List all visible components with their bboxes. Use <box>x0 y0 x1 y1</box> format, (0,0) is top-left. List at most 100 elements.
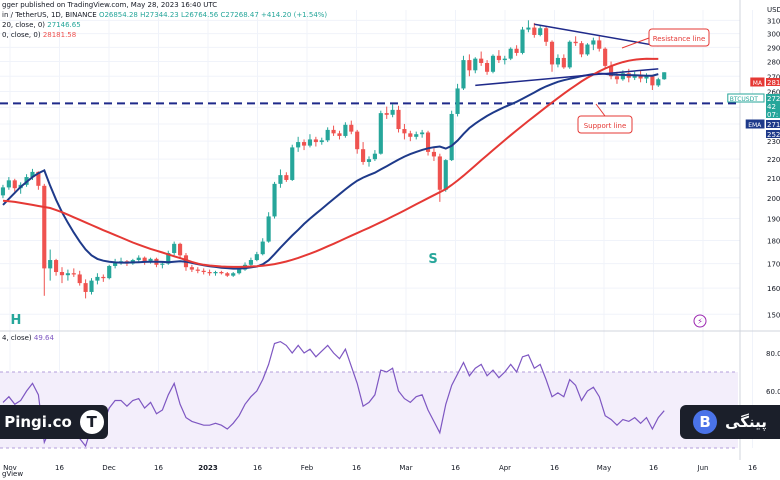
candle-body <box>638 74 643 79</box>
x-tick-label: 16 <box>352 464 361 472</box>
rsi-tick-label: 80.0 <box>766 350 780 358</box>
support-trendline <box>475 68 659 87</box>
price-label-tag: MA <box>753 80 763 87</box>
alert-lightning-icon <box>693 314 707 328</box>
candle-body <box>485 62 490 72</box>
candle-body <box>361 149 366 162</box>
candle-body <box>36 171 41 186</box>
candle-body <box>343 124 348 136</box>
candle-body <box>201 270 206 273</box>
candle-body <box>59 272 65 276</box>
y-tick-label: 180 <box>767 237 780 245</box>
x-tick-label: 16 <box>55 464 64 472</box>
candle-body <box>502 58 507 61</box>
candle-body <box>30 171 35 178</box>
candle-body <box>225 273 230 276</box>
candle-body <box>219 272 224 274</box>
ma-legend-value: 28181.58 <box>42 31 77 39</box>
candle-body <box>532 27 537 35</box>
candle-body <box>337 133 342 136</box>
head-label-h: H <box>11 313 22 328</box>
x-tick-label: Nov <box>3 464 17 472</box>
candle-body <box>254 254 259 261</box>
candle-body <box>414 134 419 137</box>
candle-body <box>555 57 560 65</box>
y-tick-label: 160 <box>767 285 780 293</box>
rsi-tick-label: 60.0 <box>766 388 780 396</box>
x-tick-label: 16 <box>649 464 658 472</box>
candle-body <box>178 243 183 256</box>
y-tick-label: 290 <box>767 44 780 52</box>
candle-body <box>148 258 153 262</box>
y-tick-label: 230 <box>767 138 780 146</box>
candle-body <box>656 79 661 86</box>
ma-legend-label: 0, close, 0) <box>2 31 41 39</box>
price-label-value: 281 <box>767 79 780 87</box>
candle-body <box>71 273 76 275</box>
price-label-value: 07: <box>767 111 778 119</box>
y-axis-unit: USDT <box>767 6 780 14</box>
footer-text: gView <box>2 470 24 478</box>
candle-body <box>591 40 596 45</box>
x-tick-label: Jun <box>697 464 709 472</box>
candle-body <box>160 263 165 265</box>
candle-body <box>449 113 454 161</box>
price-label-value: 252 <box>767 131 780 139</box>
candle-body <box>520 29 525 53</box>
alert-lightning-glyph: ⚡ <box>697 317 703 326</box>
y-tick-label: 270 <box>767 73 780 81</box>
candle-body <box>378 113 383 154</box>
resistance-callout-pointer <box>621 37 650 49</box>
candle-body <box>544 28 549 42</box>
symbol-name: in / TetherUS, 1D, BINANCE <box>2 11 97 19</box>
candle-body <box>603 48 608 66</box>
candle-body <box>301 142 307 146</box>
candle-body <box>136 257 141 261</box>
candle-body <box>89 280 94 292</box>
candle-body <box>526 27 531 30</box>
candle-body <box>195 269 200 271</box>
candle-body <box>248 260 253 265</box>
candle-body <box>614 76 620 80</box>
price-label-box <box>766 102 780 110</box>
y-tick-label: 190 <box>767 216 780 224</box>
candle-body <box>278 175 283 184</box>
candle-body <box>420 132 425 135</box>
price-label-tag: EMA <box>748 122 762 129</box>
candle-body <box>54 260 59 273</box>
x-tick-label: Mar <box>399 464 412 472</box>
y-tick-label: 150 <box>767 311 780 319</box>
x-tick-label: 16 <box>451 464 460 472</box>
candle-body <box>65 273 70 276</box>
candle-body <box>213 272 218 274</box>
candle-body <box>573 41 578 44</box>
candle-body <box>549 41 555 65</box>
candle-body <box>567 41 572 68</box>
y-tick-label: 220 <box>767 156 780 164</box>
price-label-value: 42 <box>767 103 776 111</box>
candle-body <box>101 276 106 279</box>
symbol-info: in / TetherUS, 1D, BINANCE O26854.28 H27… <box>2 11 327 20</box>
candle-body <box>142 257 147 262</box>
price-label-value: 271 <box>767 121 780 129</box>
price-label-box <box>766 78 780 86</box>
price-label-box <box>766 110 780 118</box>
candle-body <box>266 216 271 242</box>
candle-body <box>632 74 637 78</box>
y-tick-label: 310 <box>767 17 780 25</box>
candle-body <box>366 159 372 162</box>
candle-body <box>473 58 478 71</box>
y-tick-label: 260 <box>767 89 780 97</box>
price-label-box <box>766 94 780 102</box>
candle-body <box>172 243 177 254</box>
ema-line <box>2 72 659 270</box>
x-tick-label: Apr <box>499 464 511 472</box>
x-tick-label: May <box>597 464 611 472</box>
candle-body <box>467 60 472 71</box>
candle-body <box>6 180 11 188</box>
ma-legend: 0, close, 0) 28181.58 <box>2 31 76 40</box>
candle-body <box>390 109 395 115</box>
candle-body <box>425 132 431 152</box>
price-label-tag-box <box>727 93 765 103</box>
